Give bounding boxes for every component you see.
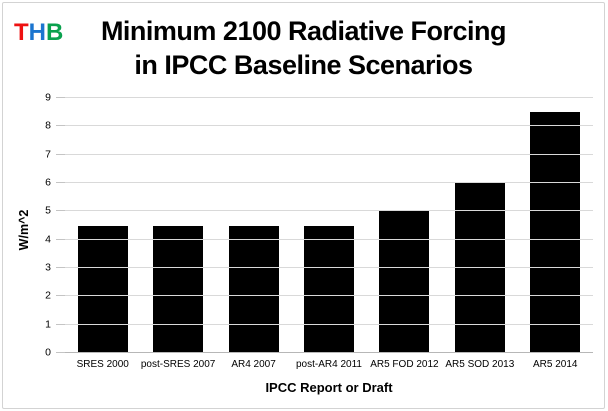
gridline [65,125,593,127]
bar-slot [291,98,366,353]
bar-slot [367,98,442,353]
y-tick-label: 2 [45,289,51,302]
thb-logo: THB [14,20,63,46]
x-tick-label: SRES 2000 [76,359,129,370]
gridline [65,323,593,325]
y-tick-label: 3 [45,261,51,274]
y-tick [56,181,65,183]
y-tick [56,210,65,212]
x-tick-label: AR5 FOD 2012 [370,359,439,370]
x-axis-title: IPCC Report or Draft [265,380,393,395]
bar-slot [216,98,291,353]
logo-letter-h: H [28,19,47,46]
bar-ar4-2007 [228,225,279,353]
bar-post-sres-2007 [153,225,204,353]
y-tick [56,266,65,268]
bar-sres-2000 [77,225,128,353]
x-tick-label: AR5 SOD 2013 [445,359,515,370]
bar-slot [140,98,215,353]
bars-layer [65,98,593,353]
chart-title-line1: Minimum 2100 Radiative Forcing [100,16,507,46]
bar-ar5-fod-2012 [379,211,430,353]
gridline [65,97,593,98]
y-axis-labels: 0 1 2 3 4 5 6 7 8 9 [3,92,51,358]
y-tick [56,125,65,127]
y-tick-label: 4 [45,233,51,246]
x-tick-label: AR4 2007 [231,359,276,370]
bar-ar5-sod-2013 [454,183,505,353]
y-tick [56,295,65,297]
x-tick-label: AR5 2014 [533,359,578,370]
x-tick-label: post-AR4 2011 [295,359,362,370]
y-tick-label: 9 [45,91,51,104]
gridline [65,295,593,297]
gridline [65,153,593,155]
gridline [65,181,593,183]
y-tick-label: 5 [45,204,51,217]
y-tick [56,97,65,98]
y-tick-label: 7 [45,148,51,161]
logo-letter-t: T [14,19,29,46]
bar-ar5-2014 [530,112,581,353]
x-axis-labels: SRES 2000 post-SRES 2007 AR4 2007 post-AR4 … [65,359,593,371]
x-tick-label: post-SRES 2007 [140,359,216,370]
y-tick [56,238,65,240]
y-tick-label: 8 [45,119,51,132]
y-tick [56,352,65,353]
bar-slot [442,98,517,353]
chart-title: Minimum 2100 Radiative Forcing in IPCC B… [3,14,604,82]
bar-slot [65,98,140,353]
bar-slot [518,98,593,353]
y-tick [56,323,65,325]
y-tick-label: 1 [45,318,51,331]
plot-area [56,97,593,353]
y-tick-label: 0 [45,346,51,359]
logo-letter-b: B [46,19,64,46]
chart-title-line2: in IPCC Baseline Scenarios [134,50,473,80]
x-axis-line [65,352,593,353]
gridline [65,266,593,268]
gridline [65,210,593,212]
gridline [65,238,593,240]
y-tick-label: 6 [45,176,51,189]
y-tick [56,153,65,155]
bar-post-ar4-2011 [303,225,354,353]
